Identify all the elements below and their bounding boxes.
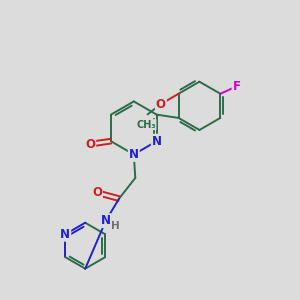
Text: F: F <box>232 80 241 93</box>
Text: CH₃: CH₃ <box>136 120 156 130</box>
Text: N: N <box>60 228 70 241</box>
Text: N: N <box>129 148 139 161</box>
Text: N: N <box>101 214 111 227</box>
Text: O: O <box>156 98 166 111</box>
Text: H: H <box>111 221 120 231</box>
Text: O: O <box>92 186 102 199</box>
Text: O: O <box>85 138 95 151</box>
Text: N: N <box>152 135 162 148</box>
